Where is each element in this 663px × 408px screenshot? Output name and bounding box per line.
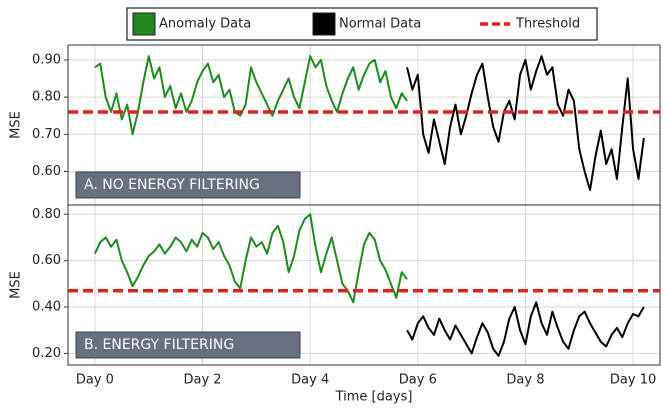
data-line	[406, 55, 645, 192]
legend-label: Normal Data	[339, 17, 421, 32]
legend-swatch	[312, 12, 336, 36]
x-tick-label: Day 2	[184, 373, 222, 388]
y-tick-label: 0.80	[32, 90, 61, 105]
annotation-box	[75, 331, 301, 359]
plot-frame	[67, 204, 661, 366]
legend-swatch	[132, 12, 156, 36]
annotation-box	[75, 171, 301, 199]
y-tick-label: 0.60	[32, 253, 61, 268]
y-tick-label: 0.40	[32, 300, 61, 315]
legend-label: Anomaly Data	[159, 17, 251, 32]
x-tick-label: Day 0	[76, 373, 114, 388]
x-tick-label: Day 4	[291, 373, 329, 388]
data-line	[406, 301, 645, 357]
y-tick-label: 0.20	[32, 346, 61, 361]
annotation: B. ENERGY FILTERING	[84, 337, 234, 353]
y-tick-label: 0.90	[32, 52, 61, 67]
y-tick-label: 0.70	[32, 127, 61, 142]
x-tick-label: Day 6	[399, 373, 437, 388]
data-line	[94, 55, 408, 136]
legend-frame	[126, 7, 598, 41]
y-axis-label: MSE	[9, 111, 24, 139]
x-tick-label: Day 10	[610, 373, 656, 388]
y-axis-label: MSE	[9, 271, 24, 299]
annotation: A. NO ENERGY FILTERING	[84, 177, 260, 193]
legend-label: Threshold	[515, 17, 580, 32]
y-tick-label: 0.80	[32, 207, 61, 222]
x-axis-label: Time [days]	[335, 390, 413, 405]
y-tick-label: 0.60	[32, 164, 61, 179]
x-tick-label: Day 8	[506, 373, 544, 388]
